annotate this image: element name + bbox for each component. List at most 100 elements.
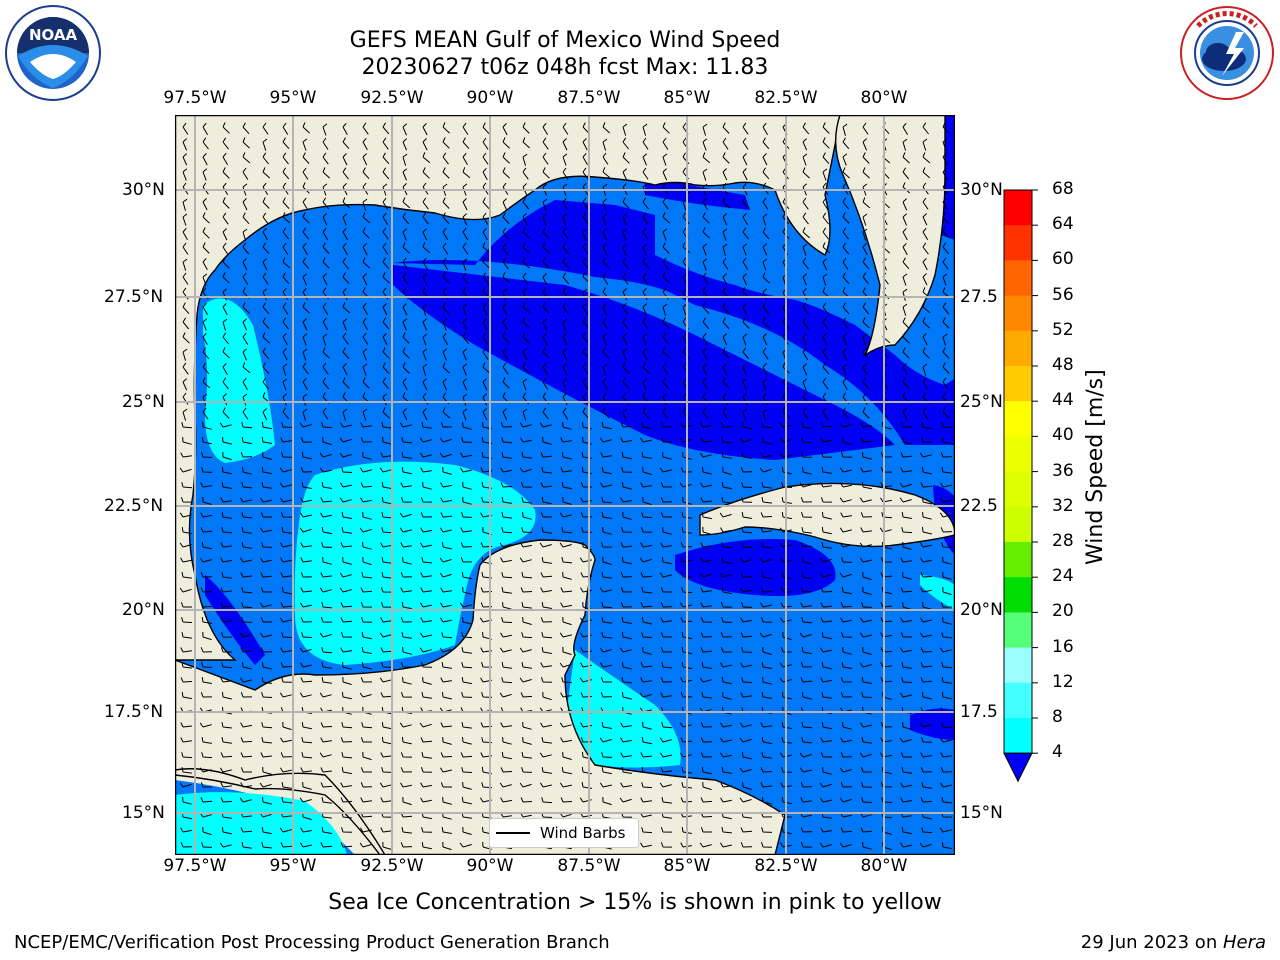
wind-barb bbox=[282, 137, 290, 150]
wind-barb bbox=[721, 826, 732, 834]
wind-barb bbox=[822, 122, 830, 134]
wind-barb bbox=[780, 842, 792, 848]
wind-barb bbox=[742, 243, 748, 256]
wind-barb bbox=[801, 452, 813, 458]
wind-barb bbox=[862, 152, 870, 164]
wind-barb bbox=[741, 482, 753, 488]
wind-barb bbox=[702, 363, 708, 376]
wind-barb-legend-line bbox=[496, 832, 530, 834]
wind-barb bbox=[459, 602, 472, 608]
wind-barb bbox=[220, 557, 232, 563]
wind-barb bbox=[419, 602, 432, 608]
wind-barb bbox=[780, 587, 793, 593]
wind-barb bbox=[761, 541, 773, 549]
wind-barb bbox=[382, 841, 392, 850]
wind-barb bbox=[462, 227, 469, 240]
wind-barb bbox=[180, 602, 192, 608]
wind-barb bbox=[381, 721, 392, 730]
wind-barb bbox=[461, 677, 472, 685]
wind-barb bbox=[921, 782, 932, 789]
wind-barb bbox=[602, 257, 610, 269]
wind-barb bbox=[822, 302, 829, 315]
wind-barb bbox=[620, 497, 632, 503]
wind-barb bbox=[362, 348, 368, 361]
wind-barb bbox=[221, 482, 232, 489]
wind-barb bbox=[560, 737, 572, 743]
wind-barb bbox=[221, 572, 232, 579]
wind-barb bbox=[560, 467, 572, 473]
wind-barb bbox=[942, 586, 952, 596]
wind-barb bbox=[899, 737, 912, 743]
wind-barb bbox=[902, 227, 908, 241]
lat-label-right-27-5: 27.5 bbox=[960, 287, 998, 307]
wind-barb bbox=[202, 631, 212, 641]
wind-barb bbox=[399, 527, 412, 533]
wind-barb bbox=[802, 197, 809, 210]
wind-barb bbox=[641, 827, 653, 834]
wind-barb bbox=[302, 122, 310, 134]
wind-barb bbox=[582, 751, 592, 760]
wind-barb bbox=[702, 123, 708, 136]
wind-barb bbox=[459, 467, 472, 473]
wind-barb bbox=[482, 137, 489, 150]
wind-barb bbox=[562, 616, 572, 626]
wind-barb bbox=[759, 467, 772, 473]
wind-barb bbox=[341, 512, 352, 519]
wind-barb bbox=[939, 497, 952, 503]
wind-barb bbox=[382, 436, 392, 445]
wind-barb bbox=[539, 422, 552, 428]
wind-barb bbox=[322, 257, 330, 269]
wind-barb bbox=[942, 571, 952, 580]
wind-barb bbox=[522, 302, 531, 314]
wind-barb bbox=[241, 527, 252, 534]
wind-barb bbox=[321, 647, 333, 654]
wind-barb bbox=[420, 512, 433, 518]
wind-barb bbox=[462, 198, 468, 211]
wind-barb bbox=[660, 437, 673, 443]
wind-barb bbox=[800, 782, 813, 788]
wind-barb bbox=[222, 302, 228, 316]
wind-barb bbox=[222, 318, 228, 331]
colorbar-tick-label: 20 bbox=[1052, 601, 1074, 622]
wind-barb bbox=[922, 601, 932, 610]
wind-barb bbox=[521, 527, 533, 534]
wind-barb bbox=[842, 153, 848, 166]
wind-barb bbox=[482, 122, 490, 135]
wind-barb bbox=[742, 347, 750, 360]
wind-barb bbox=[541, 767, 552, 774]
wind-barb bbox=[202, 826, 212, 836]
wind-barb bbox=[379, 632, 392, 638]
wind-barb bbox=[781, 797, 792, 805]
wind-barb bbox=[842, 242, 850, 255]
wind-barb bbox=[201, 662, 213, 668]
wind-barb bbox=[802, 347, 809, 360]
wind-barb bbox=[742, 257, 749, 270]
wind-barb bbox=[901, 827, 912, 835]
wind-barb bbox=[241, 542, 252, 549]
wind-barb bbox=[840, 827, 853, 833]
wind-barb bbox=[422, 333, 428, 346]
wind-barb bbox=[562, 571, 572, 580]
wind-barb bbox=[381, 557, 392, 564]
wind-barb bbox=[182, 362, 189, 375]
wind-barb bbox=[422, 303, 428, 316]
wind-barb bbox=[602, 392, 609, 405]
wind-barb bbox=[282, 197, 290, 209]
wind-barb bbox=[942, 167, 948, 181]
wind-barb bbox=[782, 691, 792, 700]
wind-barb bbox=[302, 287, 308, 301]
wind-barb bbox=[800, 827, 813, 833]
wind-barb bbox=[900, 557, 912, 563]
wind-barb bbox=[762, 243, 768, 256]
wind-barb bbox=[362, 511, 372, 520]
colorbar-tick-label: 48 bbox=[1052, 355, 1074, 375]
wind-barb bbox=[702, 168, 708, 181]
wind-barb bbox=[941, 842, 952, 850]
wind-barb bbox=[522, 736, 532, 745]
wind-barb bbox=[722, 466, 732, 476]
wind-barb bbox=[539, 542, 552, 548]
wind-barb bbox=[419, 452, 432, 458]
wind-barb bbox=[642, 183, 648, 196]
wind-barb bbox=[501, 452, 512, 459]
lon-label-bottom-87-5: 87.5°W bbox=[557, 856, 621, 876]
